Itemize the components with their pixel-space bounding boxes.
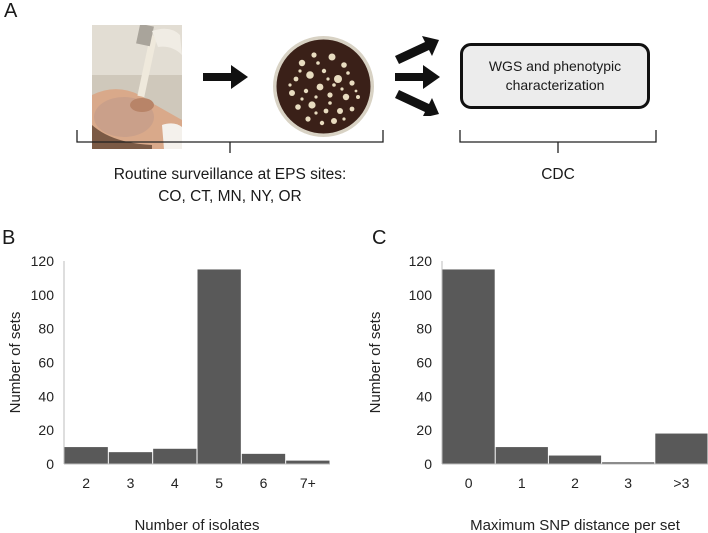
bar-3: [108, 452, 153, 464]
surveillance-caption: Routine surveillance at EPS sites: CO, C…: [60, 164, 400, 208]
right-arrow-icon: [203, 65, 248, 89]
x-tick-label: 3: [127, 475, 135, 491]
y-tick-label: 120: [409, 253, 433, 269]
cdc-caption: CDC: [541, 166, 575, 183]
x-axis-title: Maximum SNP distance per set: [470, 517, 681, 533]
x-axis-title: Number of isolates: [134, 517, 259, 533]
bar-2: [548, 455, 602, 464]
wgs-box-line2: characterization: [505, 77, 605, 93]
bar-1: [495, 447, 548, 464]
triple-arrow-icon: [395, 36, 440, 116]
surveillance-caption-line2: CO, CT, MN, NY, OR: [158, 188, 302, 205]
panel-a-label: A: [4, 0, 18, 22]
x-tick-label: 2: [571, 475, 579, 491]
surveillance-caption-line1: Routine surveillance at EPS sites:: [113, 166, 347, 183]
x-tick-label: 7+: [300, 475, 316, 491]
y-tick-label: 60: [38, 355, 54, 371]
bar-6: [241, 453, 286, 464]
x-tick-label: 1: [518, 475, 526, 491]
x-tick-label: 2: [82, 475, 90, 491]
x-tick-label: 0: [465, 475, 473, 491]
y-tick-label: 20: [416, 422, 432, 438]
chart-b: 0 20 40 60 80 100 120 2 3 4 5 6 7+ Number of isolates…: [7, 253, 330, 533]
y-tick-label: 80: [38, 321, 54, 337]
panel-c-label: C: [372, 227, 387, 249]
y-tick-label: 120: [31, 253, 55, 269]
y-tick-label: 0: [424, 456, 432, 472]
left-brace: [76, 130, 384, 153]
x-tick-label: 6: [260, 475, 268, 491]
x-tick-label: >3: [673, 475, 689, 491]
bar->3: [655, 433, 708, 464]
y-tick-label: 40: [38, 388, 54, 404]
wgs-characterization-box: WGS and phenotypic characterization: [460, 43, 650, 109]
y-tick-label: 100: [409, 287, 433, 303]
nasal-swab-photo-icon: [92, 25, 182, 149]
y-tick-label: 60: [416, 355, 432, 371]
y-axis-title: Number of sets: [7, 312, 24, 414]
y-tick-label: 0: [46, 456, 54, 472]
panel-b-label: B: [2, 227, 16, 249]
chart-c: 0 20 40 60 80 100 120 0 1 2 3 >3 Maximum SNP distanc…: [367, 253, 708, 533]
x-tick-label: 3: [624, 475, 632, 491]
bar-3: [602, 462, 655, 464]
x-tick-label: 5: [215, 475, 223, 491]
bar-2: [64, 447, 108, 464]
y-axis-title: Number of sets: [367, 312, 384, 414]
x-tick-label: 4: [171, 475, 179, 491]
bar-7+: [286, 460, 330, 464]
right-brace: [459, 130, 657, 153]
y-tick-label: 80: [416, 321, 432, 337]
y-tick-label: 20: [38, 422, 54, 438]
y-tick-label: 40: [416, 388, 432, 404]
bacterial-culture-plate-icon: [272, 35, 375, 138]
bar-0: [442, 269, 495, 464]
bar-5: [197, 269, 241, 464]
y-tick-label: 100: [31, 287, 55, 303]
bar-4: [153, 448, 197, 464]
wgs-box-line1: WGS and phenotypic: [488, 58, 622, 74]
